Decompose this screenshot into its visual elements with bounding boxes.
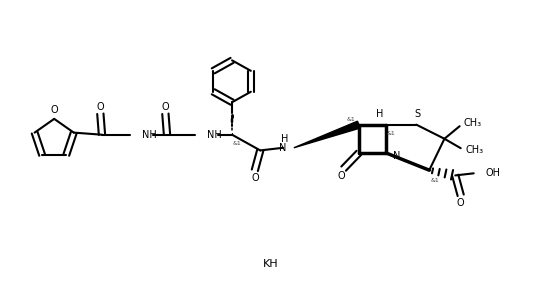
Text: O: O: [162, 102, 169, 112]
Polygon shape: [294, 121, 360, 148]
Text: H: H: [281, 134, 289, 144]
Text: H: H: [376, 109, 383, 119]
Text: CH₃: CH₃: [466, 145, 484, 155]
Text: KH: KH: [263, 259, 279, 270]
Text: S: S: [414, 109, 421, 119]
Text: NH: NH: [142, 130, 157, 140]
Text: O: O: [338, 171, 345, 181]
Text: O: O: [457, 198, 464, 208]
Text: CH₃: CH₃: [463, 118, 482, 128]
Text: N: N: [393, 151, 401, 161]
Text: &1: &1: [233, 141, 242, 146]
Text: O: O: [251, 173, 259, 183]
Text: &1: &1: [387, 130, 396, 135]
Text: &1: &1: [430, 178, 439, 183]
Text: N: N: [279, 143, 287, 153]
Text: O: O: [96, 102, 104, 112]
Text: &1: &1: [347, 117, 356, 122]
Text: O: O: [50, 105, 58, 115]
Text: OH: OH: [486, 168, 501, 178]
Text: NH: NH: [207, 130, 222, 140]
